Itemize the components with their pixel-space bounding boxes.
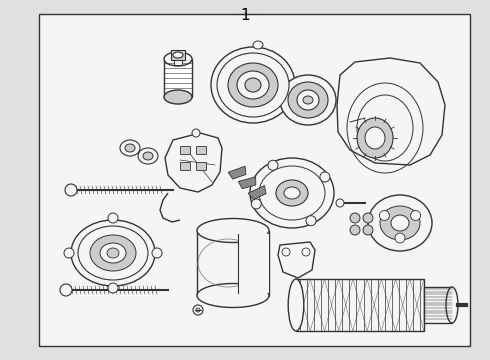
Circle shape [108, 213, 118, 223]
Ellipse shape [237, 71, 269, 99]
Polygon shape [278, 242, 315, 278]
Circle shape [282, 248, 290, 256]
Circle shape [196, 308, 200, 312]
Ellipse shape [164, 52, 192, 66]
Bar [238, 234, 269, 292]
Ellipse shape [391, 215, 409, 231]
Bar [174, 60, 182, 65]
Circle shape [336, 199, 344, 207]
Ellipse shape [259, 166, 325, 220]
Ellipse shape [173, 52, 183, 58]
Circle shape [152, 248, 162, 258]
Ellipse shape [446, 287, 458, 323]
Circle shape [363, 213, 373, 223]
Ellipse shape [357, 118, 393, 158]
Circle shape [302, 248, 310, 256]
Ellipse shape [217, 53, 289, 117]
Ellipse shape [253, 41, 263, 49]
Ellipse shape [288, 82, 328, 118]
Ellipse shape [228, 63, 278, 107]
Circle shape [192, 129, 200, 137]
Polygon shape [248, 185, 266, 199]
Circle shape [350, 213, 360, 223]
Bar [39, 14, 470, 346]
Ellipse shape [211, 47, 295, 123]
Polygon shape [337, 58, 445, 165]
Polygon shape [238, 177, 256, 189]
Ellipse shape [250, 158, 334, 228]
Ellipse shape [284, 187, 300, 199]
Ellipse shape [100, 243, 126, 263]
Ellipse shape [125, 144, 135, 152]
Ellipse shape [297, 90, 319, 110]
Bar [171, 50, 185, 60]
Circle shape [363, 225, 373, 235]
Ellipse shape [280, 75, 336, 125]
Bar [180, 146, 190, 154]
Bar [296, 279, 424, 331]
Bar [197, 230, 269, 296]
Bar [196, 162, 206, 170]
Bar [424, 287, 452, 323]
Ellipse shape [197, 219, 269, 243]
Ellipse shape [368, 195, 432, 251]
Bar [164, 59, 192, 97]
Circle shape [411, 211, 420, 220]
Polygon shape [228, 166, 246, 179]
Circle shape [251, 199, 261, 209]
Circle shape [268, 160, 278, 170]
Ellipse shape [365, 127, 385, 149]
Circle shape [320, 172, 330, 182]
Ellipse shape [71, 220, 155, 286]
Ellipse shape [276, 180, 308, 206]
Circle shape [193, 305, 203, 315]
Ellipse shape [303, 96, 313, 104]
Text: 1: 1 [240, 8, 250, 23]
Ellipse shape [380, 206, 420, 240]
Ellipse shape [245, 78, 261, 92]
Ellipse shape [78, 226, 148, 280]
Circle shape [350, 225, 360, 235]
Bar [180, 162, 190, 170]
Ellipse shape [288, 279, 304, 331]
Circle shape [64, 248, 74, 258]
Bar [196, 146, 206, 154]
Circle shape [306, 216, 316, 226]
Polygon shape [165, 133, 222, 192]
Ellipse shape [90, 235, 136, 271]
Circle shape [108, 283, 118, 293]
Circle shape [60, 284, 72, 296]
Ellipse shape [107, 248, 119, 258]
Ellipse shape [143, 152, 153, 160]
Circle shape [395, 233, 405, 243]
Ellipse shape [164, 90, 192, 104]
Circle shape [65, 184, 77, 196]
Ellipse shape [138, 148, 158, 164]
Ellipse shape [120, 140, 140, 156]
Circle shape [379, 211, 390, 220]
Ellipse shape [197, 284, 269, 307]
